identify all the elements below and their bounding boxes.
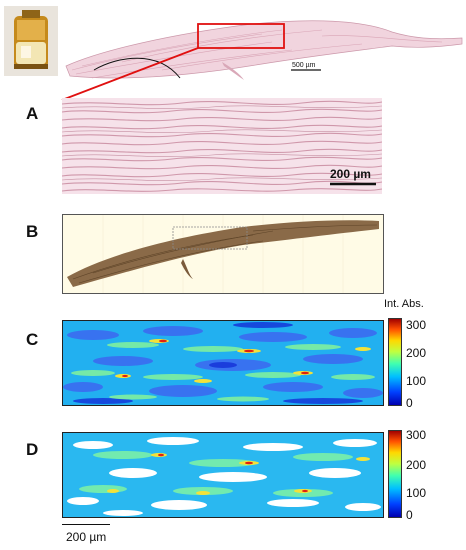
colorbar-c-tick-300: 300 (406, 318, 427, 332)
colorbar-d-tick-200: 200 (406, 458, 427, 472)
vial-photo (4, 6, 58, 76)
panel-b-infrared-image (62, 214, 384, 294)
colorbar-d-tick-100: 100 (406, 486, 427, 500)
panel-c-label: C (26, 330, 39, 349)
colorbar-c (388, 318, 402, 406)
colorbar-c-tick-100: 100 (406, 374, 427, 388)
bottom-scale-bar-label: 200 µm (66, 530, 107, 544)
colorbar-c-tick-0: 0 (406, 396, 413, 410)
colorbar-d-tick-0: 0 (406, 508, 413, 522)
panel-c-absorbance-heatmap (62, 320, 384, 406)
panel-a-label: A (26, 104, 39, 123)
panel-d-label: D (26, 440, 39, 459)
colorbar-c-tick-200: 200 (406, 346, 427, 360)
colorbar-c-title: Int. Abs. (384, 298, 424, 310)
bottom-scale-bar (62, 524, 110, 525)
panel-a-scale-bar-label: 200 µm (330, 167, 371, 181)
panel-b-label: B (26, 222, 39, 241)
colorbar-d-tick-300: 300 (406, 428, 427, 442)
panel-a-histology-image (62, 98, 382, 194)
overview-scale-bar-label: 500 µm (292, 62, 316, 69)
panel-d-thresholded-heatmap (62, 432, 384, 518)
zoom-connector-line (61, 47, 199, 101)
colorbar-d (388, 430, 402, 518)
